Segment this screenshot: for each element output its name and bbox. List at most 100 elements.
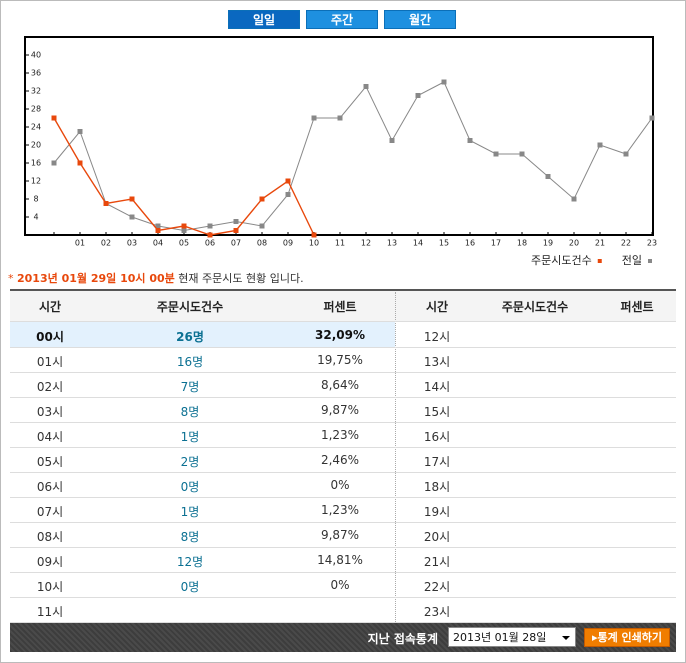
point [129,196,135,202]
row-line [10,347,676,348]
point [545,174,551,179]
tab[interactable]: 주간 [306,10,378,29]
hour: 01시 [36,355,64,369]
print-button-label: 통계 인쇄하기 [597,631,663,644]
x-tick-label: 05 [179,239,189,248]
table-top [10,289,676,291]
point [259,223,265,229]
point [103,201,109,206]
count: 26명 [176,330,204,344]
x-tick-label: 04 [153,239,163,248]
y-tick-label: 40 [31,51,41,60]
count: 1명 [180,505,200,519]
point [519,151,525,157]
y-tick-label: 28 [31,105,41,114]
row-line [10,321,676,322]
row-line [10,597,676,598]
point [259,196,265,202]
row-line [10,397,676,398]
percent: 9,87% [320,528,360,542]
hour: 13시 [423,355,451,369]
hour: 04시 [36,430,64,444]
y-tick-label: 32 [31,87,41,96]
y-tick-label: 20 [31,141,41,150]
count: 7명 [180,380,200,394]
y-tick-label: 8 [33,195,38,204]
percent: 2,46% [320,453,360,467]
row-line [10,622,676,623]
x-tick-label: 17 [491,239,501,248]
column-header: 주문시도건수 [156,300,224,314]
row-line [10,447,676,448]
note-date: 2013년 01월 29일 10시 00분 [17,272,175,285]
hour: 16시 [423,430,451,444]
divider [395,292,396,622]
date-select[interactable]: 2013년 01월 28일 [448,627,576,647]
x-tick-label: 13 [387,239,397,248]
hour: 17시 [423,455,451,469]
point [649,115,655,121]
count: 12명 [176,555,204,569]
hour: 05시 [36,455,64,469]
count: 16명 [176,355,204,369]
point [207,232,213,238]
column-header: 퍼센트 [323,300,357,314]
x-tick-label: 09 [283,239,293,248]
note-prefix: * [8,272,14,285]
x-tick-label: 20 [569,239,579,248]
y-tick-label: 12 [31,177,41,186]
chart: 4 8 12 16 20 24 28 32 36 40 01 02 03 04 05 06 07 08 09 10 11… [24,36,657,267]
count: 1명 [180,430,200,444]
percent: 32,09% [315,328,365,342]
hour: 09시 [36,555,64,569]
hour: 11시 [36,605,64,619]
x-tick-label: 06 [205,239,215,248]
hour: 19시 [423,505,451,519]
row-line [10,472,676,473]
hour: 14시 [423,380,451,394]
tab[interactable]: 일일 [228,10,300,29]
hour: 08시 [36,530,64,544]
x-tick-label: 23 [647,239,657,248]
print-button[interactable]: ▸통계 인쇄하기 [584,628,670,647]
column-header: 시간 [425,300,449,314]
x-tick-label: 15 [439,239,449,248]
point [623,151,629,157]
x-tick-label: 19 [543,239,553,248]
row-line [10,372,676,373]
point [311,232,317,238]
y-tick-label: 36 [31,69,41,78]
hour: 15시 [423,405,451,419]
footer-label: 지난 접속통계 [367,632,438,646]
tab[interactable]: 월간 [384,10,456,29]
hour: 10시 [36,580,64,594]
point [571,196,577,202]
x-tick-label: 10 [309,239,319,248]
x-tick-label: 01 [75,239,85,248]
x-tick-label: 12 [361,239,371,248]
point [129,214,135,220]
row-line [10,497,676,498]
percent: 0% [330,578,350,592]
point [285,192,291,197]
point [597,142,603,148]
column-header: 시간 [38,300,62,314]
point [51,160,57,166]
x-tick-label: 02 [101,239,111,248]
hour: 02시 [36,380,64,394]
x-tick-label: 07 [231,239,241,248]
point [155,228,161,233]
column-header: 퍼센트 [620,300,654,314]
hour: 03시 [36,405,64,419]
legend-label: 전일 [622,253,642,267]
column-header: 주문시도건수 [501,300,569,314]
legend-swatch [597,259,602,263]
percent: 14,81% [317,553,363,567]
percent: 1,23% [320,428,360,442]
selected-row-bg [10,322,395,347]
point [337,115,343,121]
x-tick-label: 21 [595,239,605,248]
count: 2명 [180,455,200,469]
y-tick-label: 24 [31,123,41,132]
legend-swatch [648,259,652,263]
